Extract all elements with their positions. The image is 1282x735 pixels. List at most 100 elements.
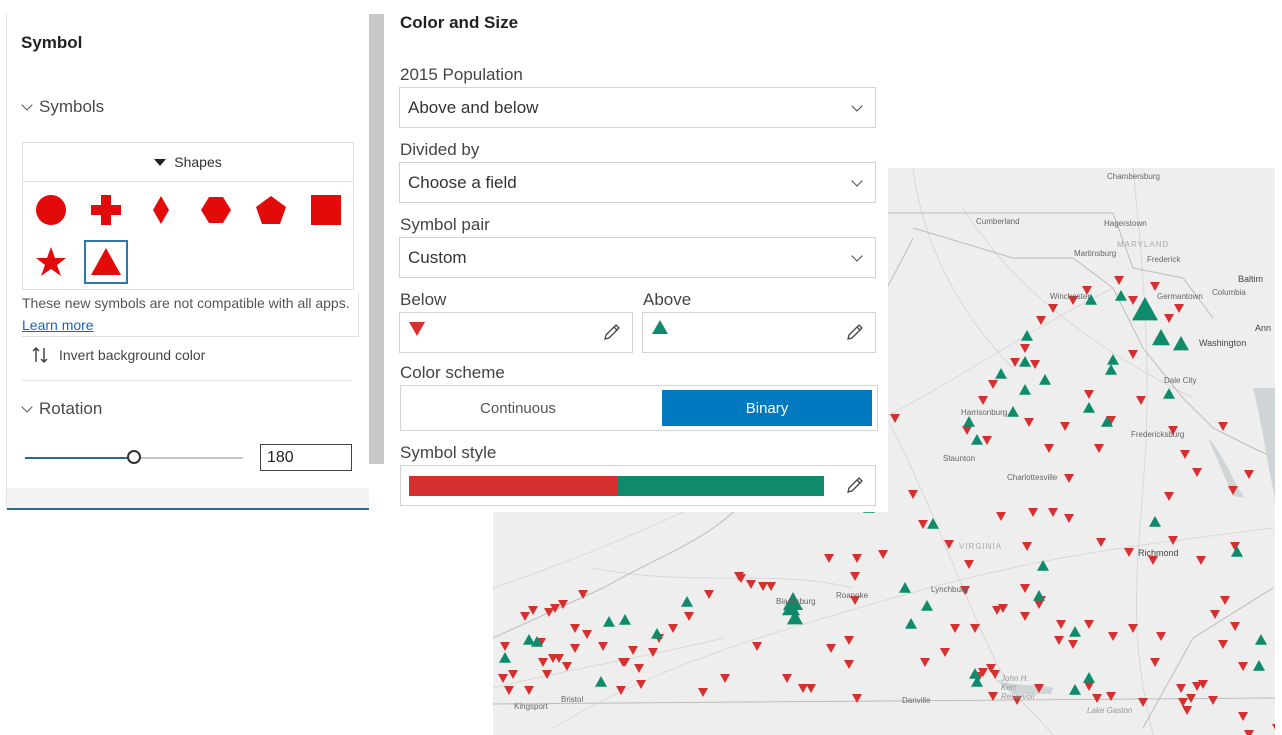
below-marker[interactable] <box>1020 344 1030 353</box>
below-marker[interactable] <box>598 642 608 651</box>
below-marker[interactable] <box>1048 304 1058 313</box>
rotation-input[interactable] <box>260 444 352 471</box>
above-marker[interactable] <box>1019 384 1031 395</box>
below-marker[interactable] <box>1128 296 1138 305</box>
below-marker[interactable] <box>634 664 644 673</box>
below-marker[interactable] <box>978 396 988 405</box>
below-marker[interactable] <box>944 540 954 549</box>
below-marker[interactable] <box>824 554 834 563</box>
below-marker[interactable] <box>1174 304 1184 313</box>
below-marker[interactable] <box>1210 610 1220 619</box>
shape-cross[interactable] <box>84 188 128 232</box>
below-marker[interactable] <box>920 658 930 667</box>
binary-option[interactable]: Binary <box>662 390 872 426</box>
below-marker[interactable] <box>1084 620 1094 629</box>
below-marker[interactable] <box>582 630 592 639</box>
continuous-option[interactable]: Continuous <box>480 399 556 417</box>
above-marker[interactable] <box>1231 546 1243 557</box>
shape-circle[interactable] <box>29 188 73 232</box>
below-marker[interactable] <box>1028 508 1038 517</box>
above-marker[interactable] <box>1105 364 1117 375</box>
below-marker[interactable] <box>554 654 564 663</box>
above-marker[interactable] <box>921 600 933 611</box>
above-marker[interactable] <box>787 610 803 625</box>
shape-pentagon[interactable] <box>249 188 293 232</box>
symbol-style-field[interactable] <box>400 465 876 506</box>
below-marker[interactable] <box>1068 640 1078 649</box>
below-marker[interactable] <box>990 670 1000 679</box>
above-marker[interactable] <box>1085 294 1097 305</box>
below-marker[interactable] <box>1230 542 1240 551</box>
below-marker[interactable] <box>988 380 998 389</box>
above-marker[interactable] <box>1255 634 1267 645</box>
below-marker[interactable] <box>524 686 534 695</box>
below-marker[interactable] <box>616 686 626 695</box>
below-marker[interactable] <box>684 612 694 621</box>
below-marker[interactable] <box>1020 612 1030 621</box>
below-marker[interactable] <box>1024 418 1034 427</box>
below-marker[interactable] <box>1084 390 1094 399</box>
below-marker[interactable] <box>1182 706 1192 715</box>
below-marker[interactable] <box>1138 698 1148 707</box>
below-marker[interactable] <box>826 644 836 653</box>
invert-background-button[interactable]: Invert background color <box>31 346 205 364</box>
divided-by-select[interactable]: Choose a field <box>399 162 876 203</box>
below-marker[interactable] <box>844 636 854 645</box>
above-marker[interactable] <box>969 668 981 679</box>
above-marker[interactable] <box>1173 336 1189 351</box>
below-marker[interactable] <box>1230 622 1240 631</box>
below-marker[interactable] <box>1150 282 1160 291</box>
below-marker[interactable] <box>1124 548 1134 557</box>
below-marker[interactable] <box>1010 358 1020 367</box>
above-marker[interactable] <box>1101 416 1113 427</box>
below-marker[interactable] <box>964 560 974 569</box>
above-marker[interactable] <box>1039 374 1051 385</box>
above-marker[interactable] <box>1007 406 1019 417</box>
rotation-slider-thumb[interactable] <box>127 450 141 464</box>
above-marker[interactable] <box>499 652 511 663</box>
below-marker[interactable] <box>1048 508 1058 517</box>
shape-diamond[interactable] <box>139 188 183 232</box>
below-marker[interactable] <box>1136 396 1146 405</box>
below-marker[interactable] <box>1054 636 1064 645</box>
below-marker[interactable] <box>1238 662 1248 671</box>
shape-square[interactable] <box>304 188 348 232</box>
below-marker[interactable] <box>1128 350 1138 359</box>
shape-star[interactable] <box>29 240 73 284</box>
above-symbol-field[interactable] <box>642 312 876 353</box>
below-marker[interactable] <box>1148 556 1158 565</box>
below-marker[interactable] <box>578 590 588 599</box>
below-marker[interactable] <box>1208 696 1218 705</box>
above-marker[interactable] <box>651 628 663 639</box>
shape-hexagon[interactable] <box>194 188 238 232</box>
below-marker[interactable] <box>746 580 756 589</box>
field-select[interactable]: Above and below <box>399 87 876 128</box>
below-marker[interactable] <box>1238 712 1248 721</box>
above-marker[interactable] <box>619 614 631 625</box>
symbol-pair-select[interactable]: Custom <box>399 237 876 278</box>
below-marker[interactable] <box>508 670 518 679</box>
above-marker[interactable] <box>1019 356 1031 367</box>
below-marker[interactable] <box>1198 680 1208 689</box>
below-marker[interactable] <box>628 646 638 655</box>
above-marker[interactable] <box>1132 297 1158 321</box>
below-marker[interactable] <box>1034 684 1044 693</box>
above-marker[interactable] <box>1149 516 1161 527</box>
below-marker[interactable] <box>798 684 808 693</box>
below-marker[interactable] <box>1084 682 1094 691</box>
above-marker[interactable] <box>927 518 939 529</box>
above-marker[interactable] <box>1083 672 1095 683</box>
below-marker[interactable] <box>1244 470 1254 479</box>
below-marker[interactable] <box>1044 444 1054 453</box>
below-marker[interactable] <box>498 674 508 683</box>
below-marker[interactable] <box>1108 632 1118 641</box>
above-marker[interactable] <box>595 676 607 687</box>
below-marker[interactable] <box>1164 492 1174 501</box>
symbols-section-toggle[interactable]: Symbols <box>21 97 104 117</box>
above-marker[interactable] <box>523 634 535 645</box>
scrollbar[interactable] <box>369 14 384 464</box>
below-marker[interactable] <box>1082 286 1092 295</box>
below-marker[interactable] <box>1180 450 1190 459</box>
below-marker[interactable] <box>698 688 708 697</box>
below-marker[interactable] <box>570 644 580 653</box>
